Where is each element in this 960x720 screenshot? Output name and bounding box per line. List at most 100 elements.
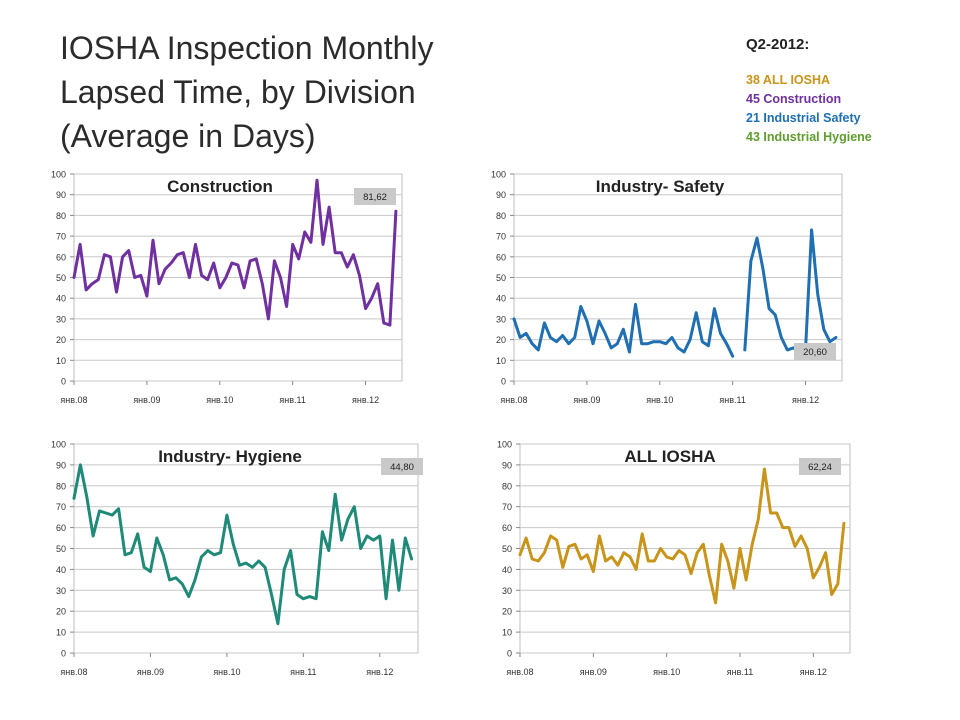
hygiene-y-tick-label: 10: [56, 628, 66, 638]
hygiene-data-point: [168, 578, 171, 582]
hygiene-data-point: [79, 463, 82, 467]
safety-data-point: [786, 348, 789, 352]
all-iosha-data-point: [531, 557, 534, 561]
hygiene-data-point: [181, 582, 184, 586]
construction-y-tick-label: 10: [56, 356, 66, 366]
hygiene-y-tick-label: 20: [56, 607, 66, 617]
hygiene-data-point: [365, 534, 369, 538]
construction-y-tick-label: 80: [56, 211, 66, 221]
construction-data-point: [364, 307, 367, 310]
hygiene-data-point: [91, 534, 95, 538]
all-iosha-data-point: [769, 511, 772, 515]
hygiene-data-point: [225, 513, 229, 517]
all-iosha-data-point: [751, 543, 754, 546]
safety-data-point: [682, 350, 686, 354]
all-iosha-y-tick-label: 40: [502, 565, 512, 575]
safety-y-tick-label: 60: [496, 252, 506, 262]
safety-data-point: [616, 342, 619, 345]
all-iosha-data-point: [567, 545, 571, 548]
all-iosha-data-point: [641, 532, 644, 536]
all-iosha-data-point: [720, 543, 723, 546]
hygiene-y-tick-label: 100: [51, 440, 66, 450]
construction-y-tick-label: 40: [56, 294, 66, 304]
construction-y-tick-label: 0: [61, 377, 66, 387]
safety-x-tick-label: янв.08: [500, 395, 527, 405]
construction-data-point: [382, 321, 385, 325]
all-iosha-data-point: [714, 601, 717, 604]
hygiene-callout-box: [381, 458, 423, 475]
all-iosha-data-point: [830, 593, 833, 596]
all-iosha-data-point: [683, 553, 687, 556]
hygiene-data-point: [130, 551, 133, 554]
construction-data-point: [376, 282, 379, 285]
hygiene-data-point: [142, 566, 146, 569]
hygiene-data-point: [244, 561, 248, 565]
hygiene-data-point: [72, 497, 76, 500]
chart-all-iosha: 0 10 20 30 40 50 60 70 80 90 100 янв.08 янв.09 янв.10…: [497, 440, 851, 677]
safety-data-point: [597, 319, 601, 323]
safety-data-point: [628, 350, 631, 354]
construction-data-point: [212, 261, 215, 265]
all-iosha-data-point: [549, 534, 552, 538]
hygiene-data-point: [314, 597, 318, 600]
safety-data-point: [531, 342, 534, 345]
construction-y-tick-label: 90: [56, 190, 66, 200]
safety-data-point: [567, 342, 570, 345]
all-iosha-x-tick-label: янв.09: [580, 667, 607, 677]
hygiene-data-point: [238, 564, 241, 567]
hygiene-data-point: [276, 622, 280, 625]
hygiene-data-point: [321, 530, 324, 533]
hygiene-data-point: [378, 534, 381, 538]
construction-callout-box: [354, 188, 396, 205]
construction-data-point: [291, 243, 294, 246]
all-iosha-y-tick-label: 60: [502, 523, 512, 533]
construction-data-point: [133, 276, 136, 279]
safety-y-tick-label: 90: [496, 190, 506, 200]
all-iosha-data-point: [818, 566, 821, 569]
construction-data-point: [230, 261, 234, 265]
safety-data-point: [713, 307, 716, 310]
all-iosha-data-point: [592, 570, 595, 573]
all-iosha-data-point: [653, 559, 656, 563]
title-line-1: IOSHA Inspection Monthly: [60, 30, 434, 66]
all-iosha-data-point: [812, 576, 815, 579]
hygiene-data-point: [353, 505, 356, 508]
construction-data-point: [297, 257, 300, 261]
all-iosha-data-point: [799, 534, 803, 538]
safety-y-tick-label: 70: [496, 232, 506, 242]
construction-x-tick-label: янв.10: [206, 395, 233, 405]
safety-x-tick-label: янв.11: [719, 395, 745, 405]
hygiene-data-point: [251, 566, 254, 569]
construction-callout-label: 81,62: [363, 192, 387, 203]
summary-construction: 45 Construction: [746, 92, 842, 106]
all-iosha-data-point: [696, 551, 699, 554]
safety-data-point: [834, 336, 838, 339]
safety-data-point: [767, 307, 771, 310]
construction-data-point: [145, 294, 149, 298]
construction-data-point: [176, 253, 179, 256]
hygiene-data-point: [206, 549, 209, 552]
all-iosha-y-tick-label: 20: [502, 607, 512, 617]
chart-industry-safety: 0 10 20 30 40 50 60 70 80 90 100 янв.08 янв.09 янв.10…: [491, 170, 843, 405]
hygiene-data-point: [111, 513, 114, 517]
hygiene-data-point: [200, 555, 203, 559]
safety-x-tick-label: янв.10: [646, 395, 673, 405]
hygiene-data-point: [295, 593, 299, 596]
all-iosha-y-tick-label: 70: [502, 502, 512, 512]
construction-y-tick-label: 70: [56, 232, 66, 242]
hygiene-data-point: [410, 557, 413, 561]
construction-data-point: [163, 268, 167, 271]
hygiene-data-point: [149, 570, 152, 573]
construction-data-point: [236, 263, 240, 267]
all-iosha-callout-box: [799, 458, 841, 475]
all-iosha-data-point: [573, 543, 577, 546]
all-iosha-data-point: [677, 549, 681, 552]
all-iosha-data-point: [824, 551, 827, 554]
safety-chart-title: Industry- Safety: [596, 177, 725, 196]
construction-data-point: [267, 317, 270, 321]
safety-data-point: [658, 340, 661, 343]
safety-data-point: [761, 268, 765, 271]
safety-data-point: [543, 321, 546, 325]
hygiene-data-point: [302, 597, 305, 600]
safety-data-point: [701, 340, 704, 343]
